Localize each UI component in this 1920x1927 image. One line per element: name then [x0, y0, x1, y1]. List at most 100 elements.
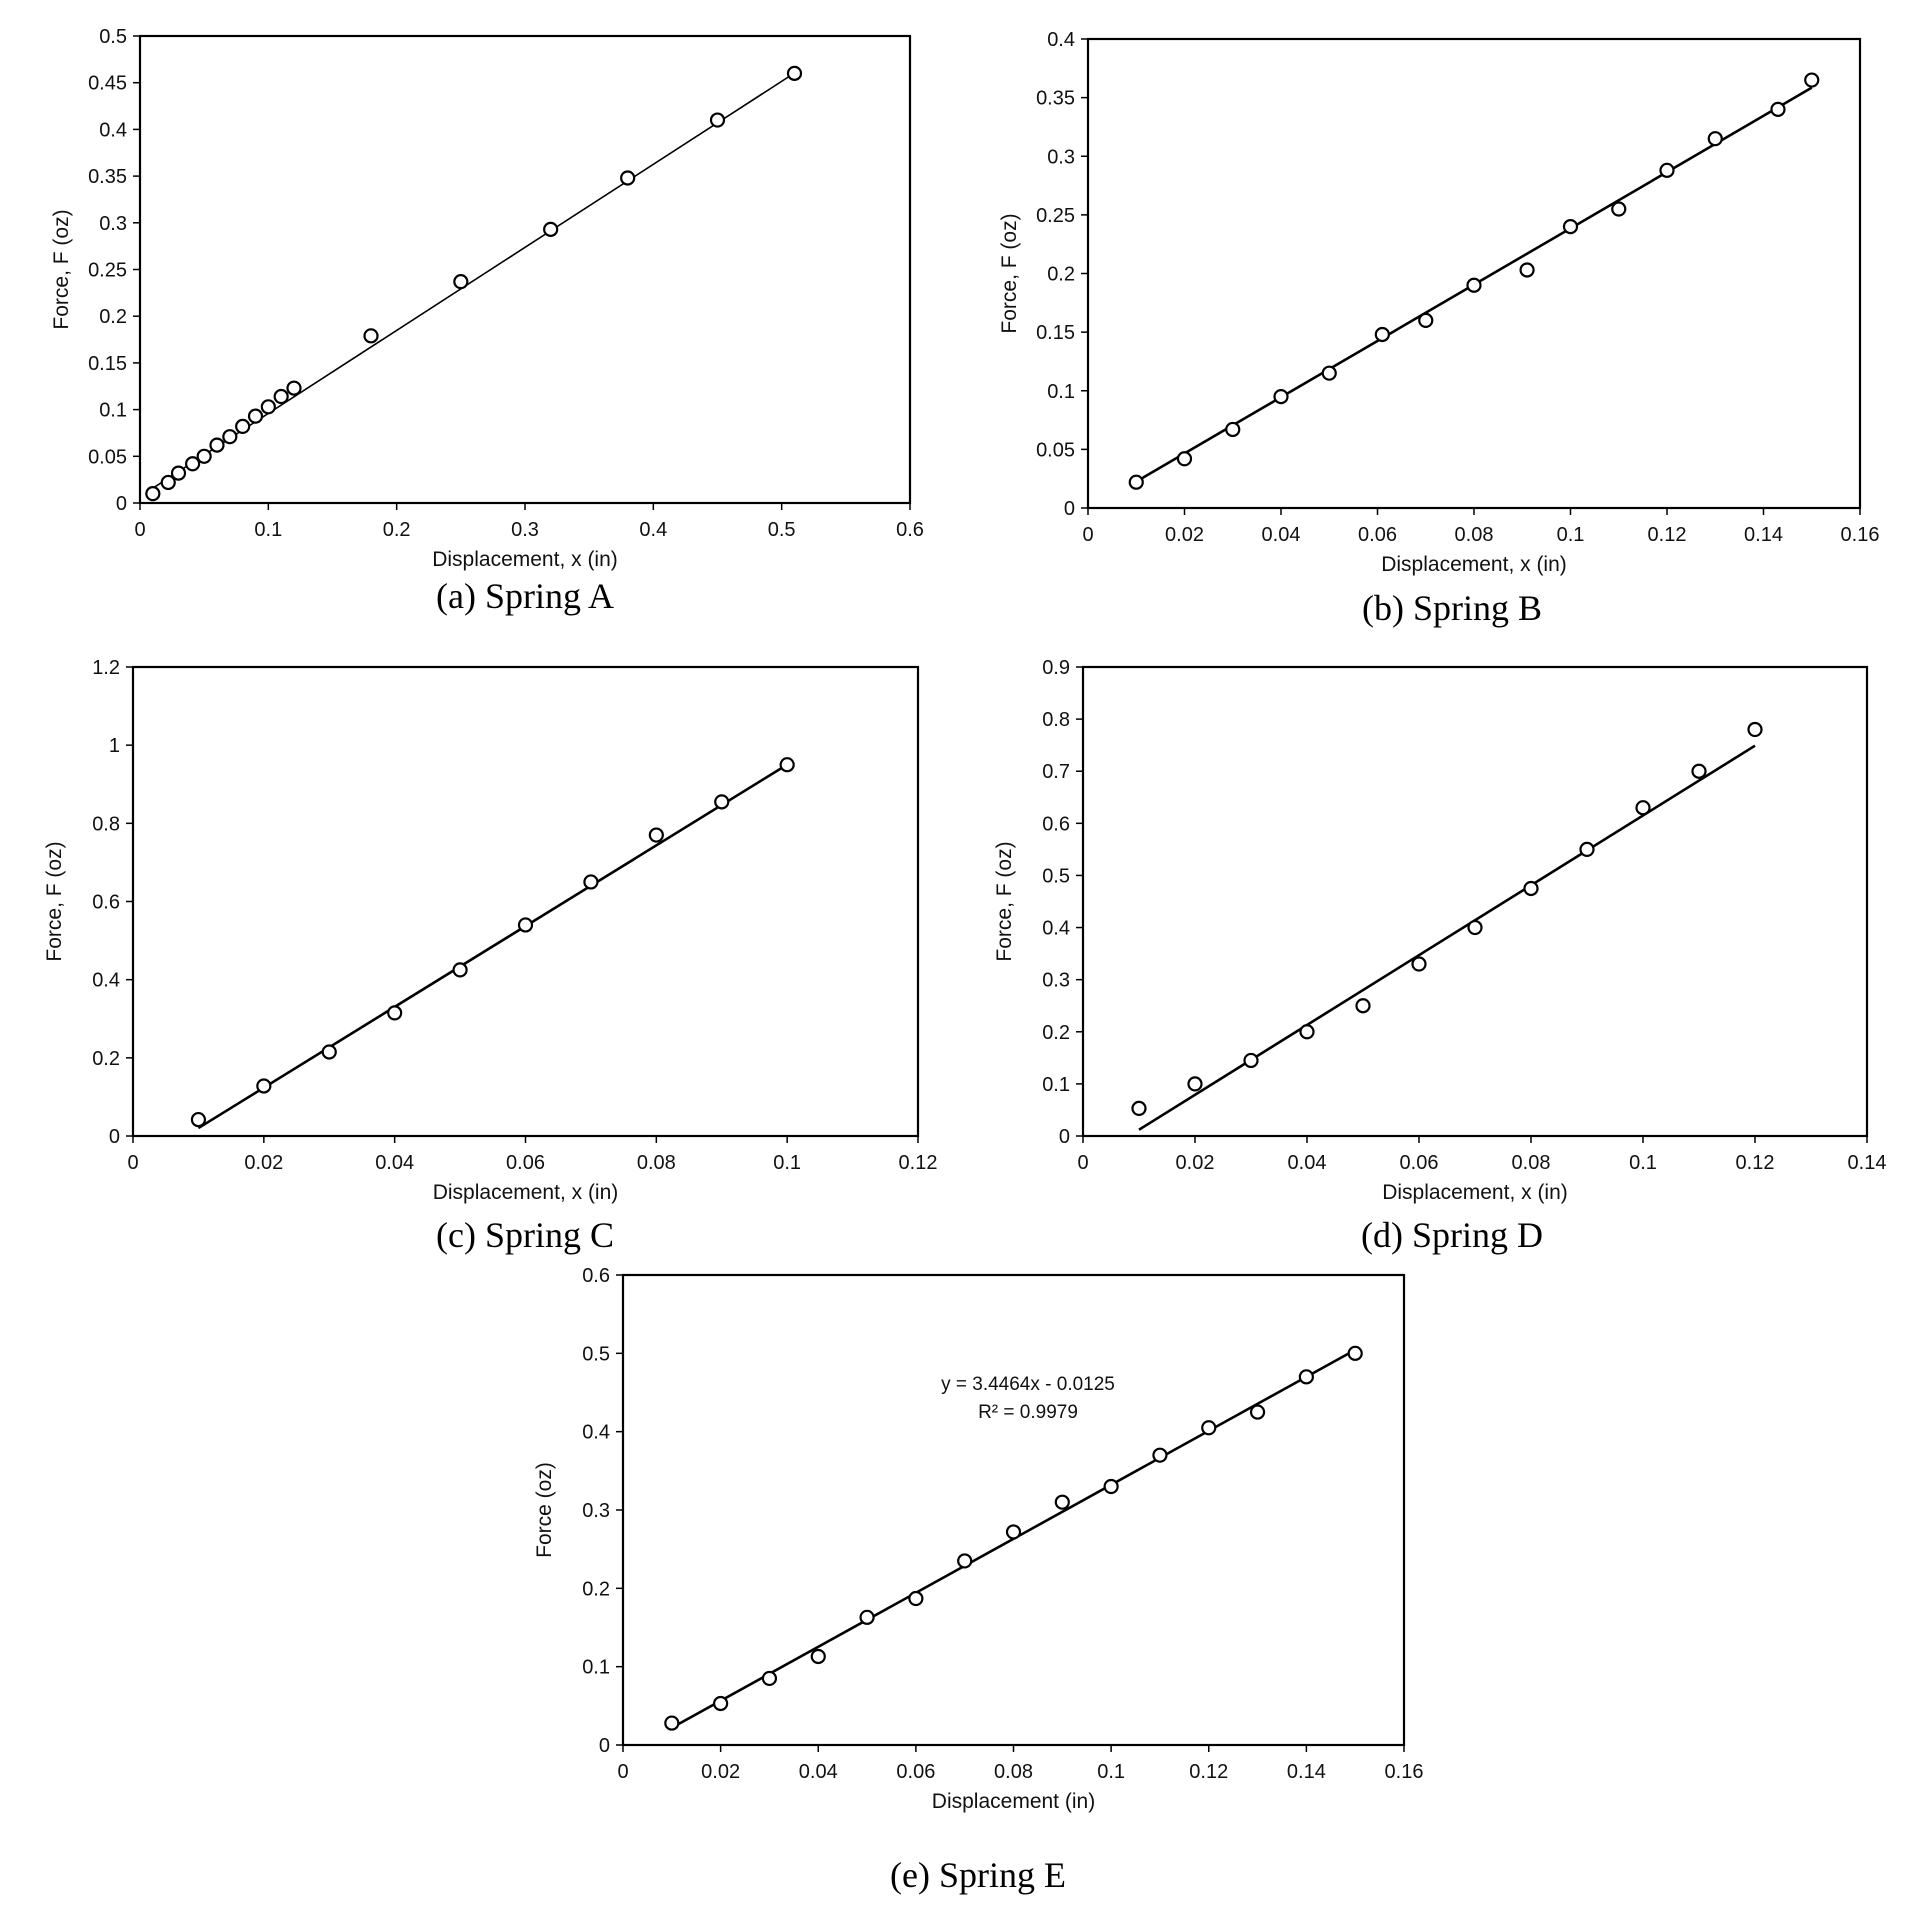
- data-point: [1225, 421, 1241, 438]
- x-tick-label: 0: [1077, 1152, 1088, 1174]
- x-tick-label: 0.06: [1400, 1152, 1439, 1174]
- y-tick-label: 0: [1064, 498, 1075, 520]
- x-tick-label: 0.1: [1097, 1761, 1125, 1783]
- y-tick-label: 0.5: [99, 26, 127, 48]
- y-tick-label: 0.3: [99, 213, 127, 235]
- data-point: [810, 1648, 826, 1665]
- y-tick-label: 0.6: [1042, 813, 1070, 835]
- x-tick-label: 0.14: [1848, 1152, 1887, 1174]
- panel-caption: (d) Spring D: [1361, 1215, 1543, 1255]
- y-tick-label: 0.35: [1036, 88, 1075, 110]
- panel-caption: (a) Spring A: [436, 576, 614, 616]
- x-tick-label: 0.2: [383, 519, 411, 541]
- y-tick-label: 0.1: [1047, 381, 1075, 403]
- x-tick-label: 0.12: [899, 1152, 938, 1174]
- y-tick-label: 0.2: [1047, 264, 1075, 286]
- data-point: [786, 65, 803, 81]
- y-tick-label: 0.5: [582, 1343, 610, 1365]
- data-point: [1747, 721, 1763, 738]
- x-tick-label: 0.14: [1744, 524, 1783, 546]
- data-point: [209, 437, 225, 453]
- data-point: [620, 170, 636, 186]
- data-point: [247, 408, 264, 424]
- data-point: [170, 465, 187, 481]
- data-point: [1411, 956, 1427, 972]
- data-point: [222, 429, 238, 445]
- data-point: [196, 448, 212, 464]
- data-point: [714, 794, 730, 810]
- panel-caption: (b) Spring B: [1362, 588, 1542, 628]
- y-tick-label: 0.5: [1042, 865, 1070, 887]
- data-point: [190, 1111, 207, 1128]
- x-tick-label: 0.08: [994, 1761, 1033, 1783]
- x-tick-label: 0.08: [637, 1152, 676, 1174]
- data-point: [1691, 763, 1707, 779]
- x-tick-label: 0: [1082, 524, 1093, 546]
- data-point: [1347, 1345, 1363, 1361]
- y-tick-label: 0.3: [1042, 970, 1070, 992]
- data-point: [1128, 474, 1144, 490]
- x-tick-label: 0.16: [1841, 524, 1880, 546]
- data-point: [1466, 277, 1482, 293]
- data-point: [1103, 1478, 1119, 1495]
- data-point: [1659, 162, 1675, 178]
- x-tick-label: 0.02: [1165, 524, 1204, 546]
- regression-annotation: R² = 0.9979: [978, 1402, 1078, 1423]
- data-point: [1562, 219, 1579, 235]
- x-tick-label: 0.04: [1262, 524, 1301, 546]
- chart-panel-b: 0 0.05 0.1 0.15 0.2 0.25 0.3 0.35 0.4 0 0.02 0.04 0.…: [998, 29, 1879, 576]
- plot-frame: [621, 1273, 1406, 1747]
- y-tick-label: 0: [1059, 1126, 1070, 1148]
- chart-panel-c: 0 0.2 0.4 0.6 0.8 1 1.2 0 0.02 0.04 0.06 0.08 0.1 0.1…: [43, 657, 937, 1204]
- data-point: [908, 1590, 924, 1607]
- plot-frame: [131, 665, 920, 1138]
- x-tick-label: 0.12: [1189, 1761, 1228, 1783]
- data-point: [664, 1715, 680, 1731]
- data-point: [1131, 1100, 1147, 1116]
- data-point: [859, 1609, 875, 1625]
- data-point: [1298, 1369, 1314, 1385]
- x-tick-label: 0.1: [1629, 1152, 1657, 1174]
- x-tick-label: 0: [134, 519, 145, 541]
- y-tick-label: 0.25: [88, 260, 127, 282]
- y-tick-label: 0.2: [99, 306, 127, 328]
- y-tick-label: 0.2: [582, 1578, 610, 1600]
- x-tick-label: 0.1: [1557, 524, 1585, 546]
- x-tick-label: 0.02: [244, 1152, 283, 1174]
- x-tick-label: 0.6: [896, 519, 924, 541]
- x-tick-label: 0.04: [799, 1761, 838, 1783]
- y-axis-label: Force (oz): [533, 1462, 556, 1558]
- x-tick-label: 0.04: [375, 1152, 414, 1174]
- data-point: [1176, 451, 1193, 467]
- data-point: [1321, 365, 1337, 381]
- trendline: [1138, 744, 1756, 1131]
- y-tick-label: 0.15: [1036, 322, 1075, 344]
- y-axis-label: Force, F (oz): [43, 841, 66, 961]
- data-point: [1519, 262, 1535, 278]
- x-axis-label: Displacement (in): [932, 1790, 1095, 1813]
- data-point: [235, 418, 251, 435]
- x-axis-label: Displacement, x (in): [1381, 553, 1567, 576]
- x-tick-label: 0.16: [1385, 1761, 1424, 1783]
- plot-frame: [138, 34, 912, 505]
- data-point: [1187, 1076, 1203, 1092]
- y-tick-label: 0.1: [582, 1657, 610, 1679]
- data-point: [387, 1005, 403, 1021]
- y-tick-label: 0.05: [88, 446, 127, 468]
- x-tick-label: 0.08: [1512, 1152, 1551, 1174]
- x-axis-label: Displacement, x (in): [1382, 1181, 1568, 1204]
- chart-panel-e: 0 0.1 0.2 0.3 0.4 0.5 0.6 0 0.02 0.04 0.06 0.08 0.1 0…: [533, 1265, 1423, 1813]
- data-point: [1374, 326, 1390, 343]
- data-point: [709, 112, 726, 128]
- y-tick-label: 0.6: [582, 1265, 610, 1287]
- data-point: [1579, 841, 1595, 857]
- y-tick-label: 0: [116, 493, 127, 515]
- data-point: [145, 486, 161, 502]
- data-point: [185, 456, 201, 472]
- plot-frame: [1086, 37, 1862, 510]
- data-point: [1355, 998, 1371, 1014]
- data-point: [256, 1078, 272, 1094]
- x-tick-label: 0: [617, 1761, 628, 1783]
- data-point: [363, 328, 379, 344]
- data-point: [713, 1695, 729, 1712]
